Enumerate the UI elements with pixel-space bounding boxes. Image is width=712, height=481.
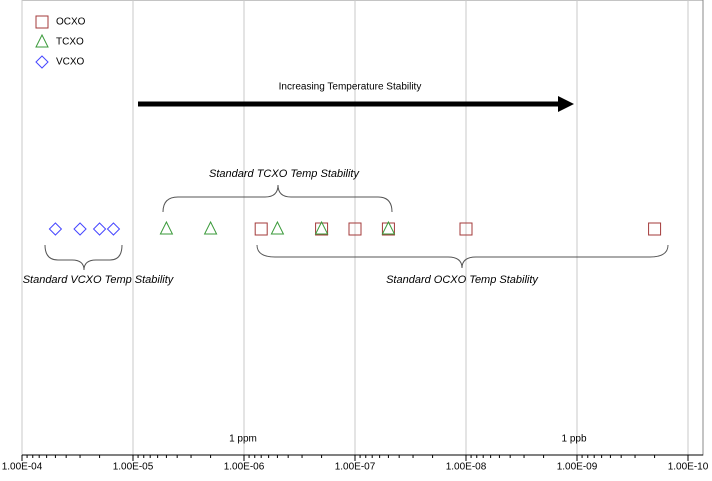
vcxo-brace — [44, 244, 123, 271]
tcxo-brace — [162, 184, 393, 213]
marker-triangle — [203, 220, 218, 235]
x-tick-label: 1.00E-09 — [557, 462, 598, 473]
brace-label: Standard VCXO Temp Stability — [23, 274, 175, 286]
reference-label: 1 ppm — [229, 434, 257, 445]
marker-diamond — [92, 222, 107, 236]
grid — [21, 0, 703, 461]
x-tick-label: 1.00E-06 — [224, 462, 265, 473]
marker-triangle — [381, 220, 396, 235]
marker-diamond — [73, 222, 87, 236]
x-tick-label: 1.00E-04 — [2, 462, 43, 473]
marker-diamond — [106, 222, 121, 236]
marker-diamond — [48, 222, 63, 236]
plot-frame — [21, 0, 704, 456]
marker-square — [348, 222, 362, 236]
legend-label: OCXO — [56, 17, 86, 28]
marker-square — [648, 222, 662, 236]
x-tick-label: 1.00E-08 — [446, 462, 487, 473]
ocxo-brace — [256, 244, 669, 269]
marker-square — [459, 222, 473, 236]
x-tick-label: 1.00E-05 — [113, 462, 154, 473]
marker-triangle — [159, 220, 174, 235]
legend-label: TCXO — [56, 37, 84, 48]
legend-label: VCXO — [56, 57, 85, 68]
reference-label: 1 ppb — [561, 434, 586, 445]
x-tick-label: 1.00E-10 — [668, 462, 709, 473]
marker-triangle — [270, 220, 285, 235]
brace-label: Standard OCXO Temp Stability — [386, 274, 539, 286]
arrow-label: Increasing Temperature Stability — [279, 82, 422, 93]
marker-square — [315, 222, 329, 236]
marks — [48, 220, 662, 236]
brace-label: Standard TCXO Temp Stability — [209, 168, 360, 180]
legend: OCXO TCXO VCXO — [35, 15, 86, 69]
marker-diamond — [35, 55, 49, 69]
marker-triangle — [35, 33, 49, 48]
marker-triangle — [314, 220, 329, 235]
marker-square — [381, 222, 395, 236]
x-tick-label: 1.00E-07 — [335, 462, 376, 473]
marker-square — [35, 15, 49, 29]
arrow-head — [558, 96, 574, 112]
marker-square — [254, 222, 268, 236]
